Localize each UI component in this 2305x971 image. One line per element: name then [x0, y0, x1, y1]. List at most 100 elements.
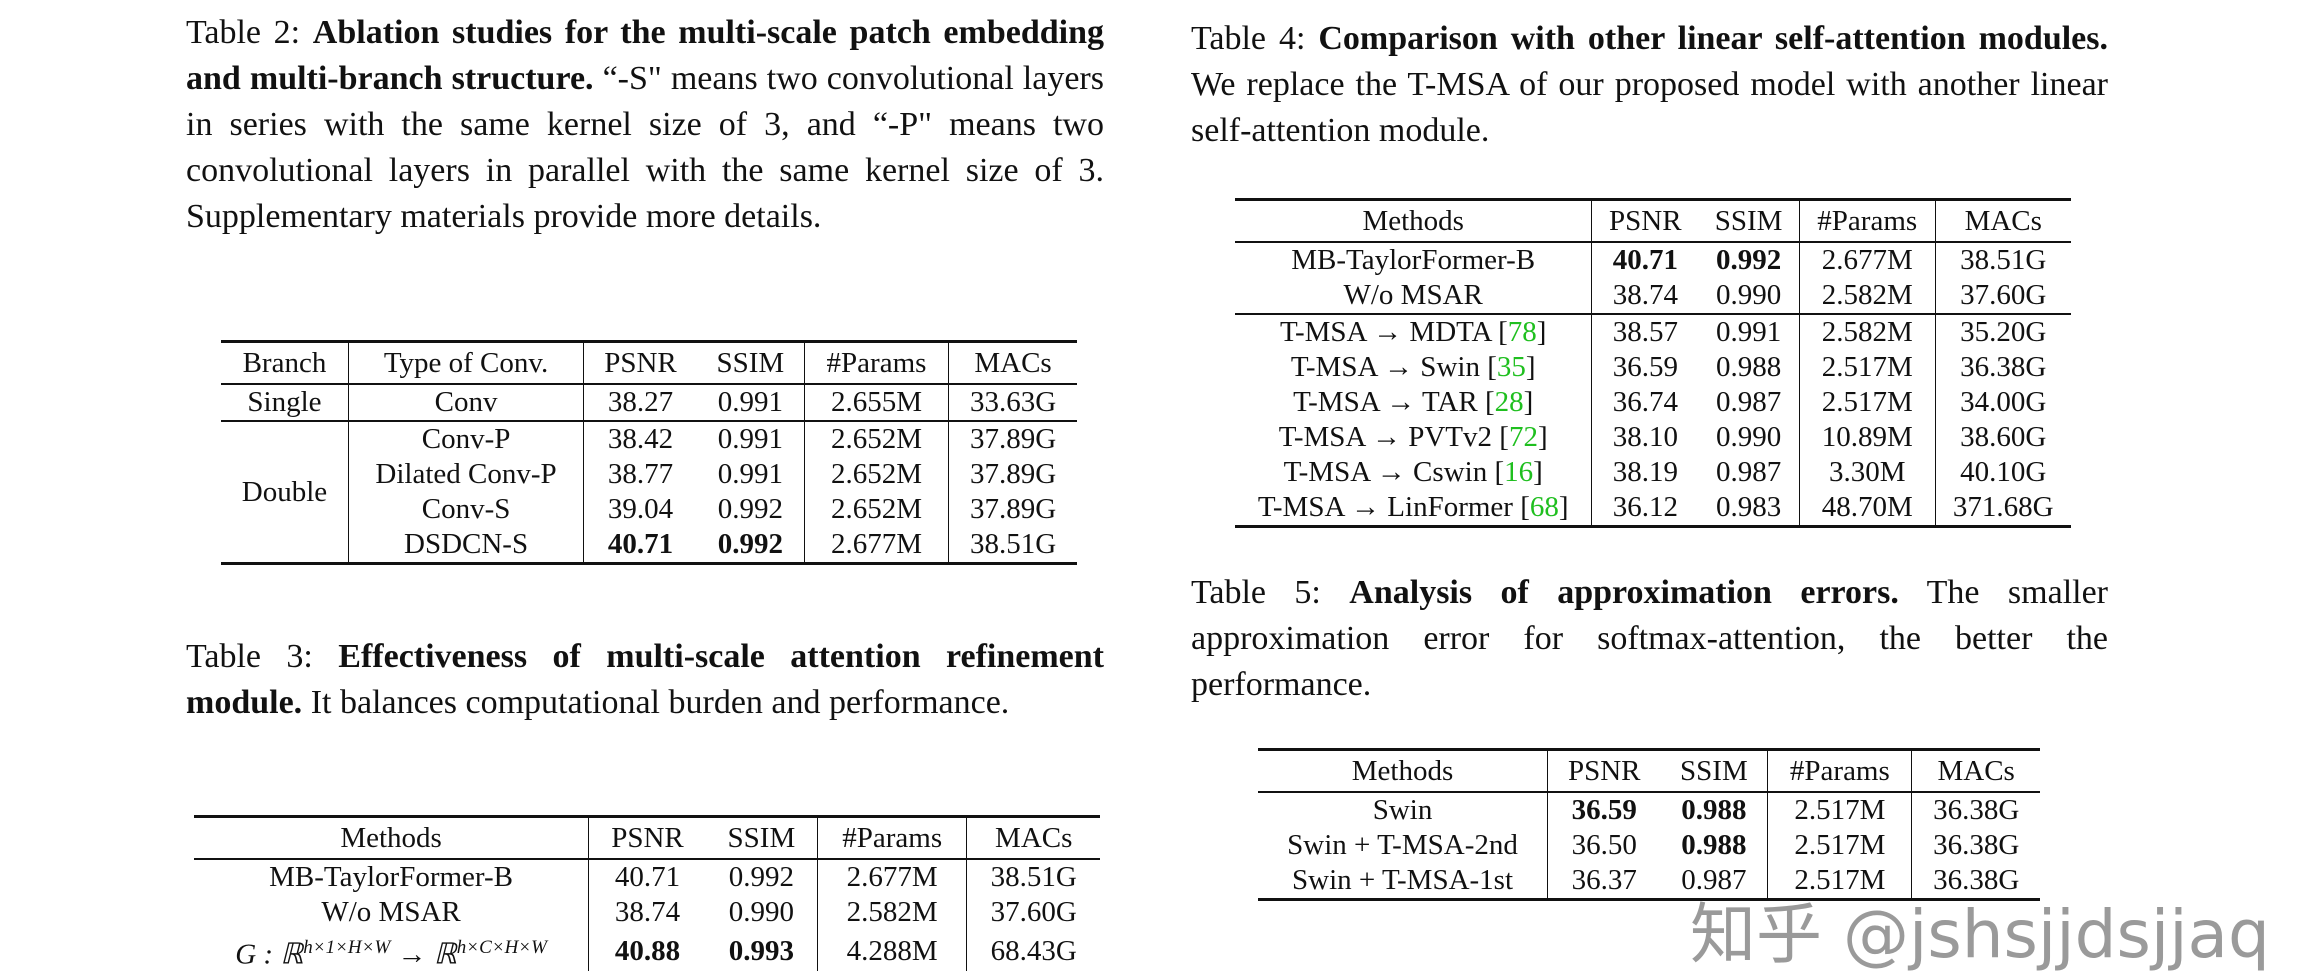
cell: 38.51G — [948, 527, 1077, 564]
cell: Single — [247, 386, 322, 418]
cell: 0.988 — [1681, 794, 1747, 826]
cell: 38.42 — [583, 420, 697, 457]
cell: 0.991 — [696, 420, 805, 457]
caption-text: We replace the T-MSA of our proposed mod… — [1191, 66, 2108, 149]
header-macs: MACs — [966, 816, 1100, 860]
method-name: T-MSA → Swin — [1290, 351, 1480, 383]
cell: 0.991 — [717, 458, 783, 490]
cell: 38.74 — [1591, 278, 1699, 314]
cell: MB-TaylorFormer-B — [1291, 244, 1536, 276]
cell: 2.677M — [1798, 242, 1936, 278]
table-row: T-MSA → Swin [35] 36.59 0.988 2.517M 36.38G — [1235, 350, 2071, 385]
bracket: ] — [1525, 351, 1536, 383]
cell: 38.51G — [966, 859, 1100, 895]
cell: 37.89G — [948, 420, 1077, 457]
table4-caption: Table 4: Comparison with other linear se… — [1191, 16, 2108, 154]
cell: 2.582M — [1798, 313, 1936, 350]
method-name: T-MSA → LinFormer — [1257, 491, 1513, 523]
table-row: DSDCN-S 40.71 0.992 2.677M 38.51G — [221, 527, 1077, 564]
cell: 2.517M — [1798, 385, 1936, 420]
header-methods: Methods — [1235, 199, 1592, 243]
cell: 2.517M — [1767, 792, 1912, 828]
citation-link[interactable]: 28 — [1494, 386, 1524, 418]
cell: 0.987 — [1681, 864, 1747, 896]
cell: 2.582M — [1798, 278, 1936, 314]
table2-caption: Table 2: Ablation studies for the multi-… — [186, 10, 1104, 240]
method-name: T-MSA → MDTA — [1279, 316, 1491, 348]
header-params: #Params — [816, 816, 967, 860]
table-row: G : ℝh×1×H×W → ℝh×C×H×W 40.88 0.993 4.28… — [194, 930, 1100, 971]
caption-title: Comparison with other linear self-attent… — [1318, 20, 2109, 57]
cell: 2.582M — [816, 895, 967, 930]
math-part: G : ℝ — [235, 938, 304, 971]
table-row: Conv-S 39.04 0.992 2.652M 37.89G — [221, 492, 1077, 527]
table-row: T-MSA → LinFormer [68] 36.12 0.983 48.70M 37… — [1235, 490, 2071, 527]
citation-link[interactable]: 16 — [1504, 456, 1534, 488]
bracket: [ — [1487, 456, 1505, 488]
table-row: T-MSA → PVTv2 [72] 38.10 0.990 10.89M 38.60G — [1235, 420, 2071, 455]
caption-label: Table 5: — [1191, 574, 1321, 611]
caption-label: Table 3: — [186, 638, 313, 675]
cell: 4.288M — [816, 930, 967, 971]
header-params: #Params — [1767, 749, 1912, 793]
cell: 36.38G — [1911, 828, 2040, 863]
cell: 0.992 — [717, 493, 783, 525]
cell: 48.70M — [1798, 490, 1936, 527]
header-branch: Branch — [221, 341, 349, 385]
math-part: → ℝ — [390, 938, 457, 971]
cell: 2.517M — [1767, 863, 1912, 900]
cell: 0.992 — [717, 528, 783, 560]
cell: 2.652M — [803, 492, 949, 527]
header-ssim: SSIM — [705, 816, 818, 860]
table-row: W/o MSAR 38.74 0.990 2.582M 37.60G — [1235, 278, 2071, 314]
header-params: #Params — [1798, 199, 1936, 243]
cell: 36.50 — [1547, 828, 1661, 863]
header-params: #Params — [803, 341, 949, 385]
cell: 0.983 — [1715, 491, 1782, 523]
cell: Double — [221, 420, 349, 564]
cell: T-MSA → Swin [35] — [1235, 350, 1592, 385]
cell: 371.68G — [1934, 490, 2071, 527]
table-row: Swin + T-MSA-2nd 36.50 0.988 2.517M 36.3… — [1258, 828, 2040, 863]
cell: DSDCN-S — [347, 527, 584, 564]
table3-caption: Table 3: Effectiveness of multi-scale at… — [186, 634, 1104, 726]
citation-link[interactable]: 72 — [1508, 421, 1538, 453]
cell: 36.38G — [1911, 792, 2040, 828]
cell: Swin + T-MSA-2nd — [1287, 829, 1518, 861]
table5-caption: Table 5: Analysis of approximation error… — [1191, 570, 2108, 708]
cell: 40.71 — [588, 859, 706, 895]
cell: 0.991 — [717, 386, 783, 418]
cell: 40.88 — [588, 930, 706, 971]
bracket: [ — [1477, 386, 1495, 418]
cell: 10.89M — [1798, 420, 1936, 455]
cell: 37.89G — [948, 492, 1077, 527]
cell: Conv — [347, 384, 584, 421]
cell: T-MSA → LinFormer [68] — [1235, 490, 1592, 527]
cell: T-MSA → TAR [28] — [1235, 385, 1592, 420]
bracket: [ — [1492, 421, 1509, 453]
cell: 37.60G — [966, 895, 1100, 930]
method-name: T-MSA → Cswin — [1283, 456, 1488, 488]
cell: 37.60G — [1934, 278, 2071, 314]
method-name: T-MSA → TAR — [1293, 386, 1478, 418]
cell: 34.00G — [1934, 385, 2071, 420]
cell: 0.993 — [728, 934, 795, 967]
cell: 38.77 — [583, 457, 697, 492]
header-methods: Methods — [1258, 749, 1548, 793]
cell: 36.12 — [1591, 490, 1699, 527]
cell: 2.652M — [803, 457, 949, 492]
cell: 2.517M — [1798, 350, 1936, 385]
math-formula-cell: G : ℝh×1×H×W → ℝh×C×H×W — [194, 930, 589, 971]
cell: 36.37 — [1547, 863, 1661, 900]
bracket: [ — [1479, 351, 1497, 383]
citation-link[interactable]: 68 — [1529, 491, 1559, 523]
table3: Methods PSNR SSIM #Params MACs MB-Taylor… — [194, 815, 1100, 971]
cell: 36.74 — [1591, 385, 1699, 420]
header-methods: Methods — [194, 816, 589, 860]
citation-link[interactable]: 35 — [1496, 351, 1526, 383]
citation-link[interactable]: 78 — [1507, 316, 1537, 348]
cell: 2.677M — [816, 859, 967, 895]
table-row: MB-TaylorFormer-B 40.71 0.992 2.677M 38.… — [1235, 242, 2071, 278]
cell: 0.992 — [728, 861, 795, 893]
